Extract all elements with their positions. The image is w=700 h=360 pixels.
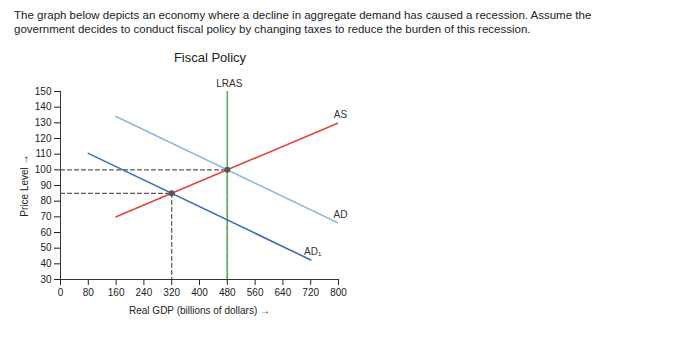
svg-text:AD: AD	[334, 209, 348, 220]
svg-text:120: 120	[35, 133, 52, 144]
svg-text:480: 480	[219, 287, 236, 298]
svg-text:560: 560	[247, 287, 264, 298]
svg-text:80: 80	[83, 287, 95, 298]
svg-text:60: 60	[40, 227, 52, 238]
svg-text:800: 800	[330, 287, 347, 298]
html-text:The graph below depicts an eco: The graph below depicts an economy where…	[14, 9, 592, 35]
svg-text:LRAS: LRAS	[216, 78, 242, 89]
svg-text:400: 400	[191, 287, 208, 298]
svg-text:640: 640	[275, 287, 292, 298]
svg-text:150: 150	[35, 86, 52, 97]
svg-text:240: 240	[136, 287, 153, 298]
svg-text:130: 130	[35, 117, 52, 128]
svg-text:720: 720	[302, 287, 319, 298]
svg-text:110: 110	[36, 148, 52, 159]
svg-text:0: 0	[58, 287, 64, 298]
svg-text:Real GDP (billions of dollars): Real GDP (billions of dollars) →	[129, 305, 270, 316]
svg-text:AD₁: AD₁	[304, 246, 322, 257]
svg-text:140: 140	[35, 101, 52, 112]
svg-text:50: 50	[40, 242, 52, 253]
svg-text:90: 90	[40, 180, 52, 191]
svg-text:320: 320	[163, 287, 180, 298]
svg-text:40: 40	[40, 258, 52, 269]
svg-text:160: 160	[108, 287, 125, 298]
svg-text:100: 100	[35, 164, 52, 175]
svg-text:AS: AS	[334, 109, 348, 120]
svg-text:70: 70	[40, 211, 52, 222]
svg-text:80: 80	[40, 195, 52, 206]
svg-text:Price Level →: Price Level →	[19, 154, 30, 216]
html-text:Fiscal Policy: Fiscal Policy	[173, 50, 247, 65]
svg-text:30: 30	[40, 274, 52, 285]
